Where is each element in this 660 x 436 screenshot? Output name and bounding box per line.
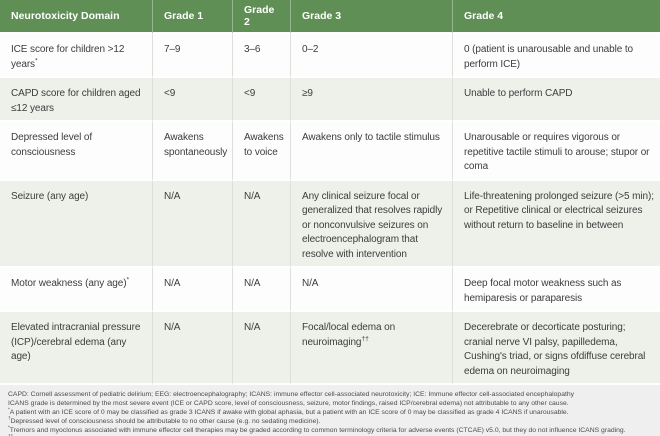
domain-cell: Seizure (any age) xyxy=(0,180,152,268)
column-header-grade-4: Grade 4 xyxy=(452,0,660,34)
footnote-line: *A patient with an ICE score of 0 may be… xyxy=(8,406,569,416)
table-row: CAPD score for children aged ≤12 years <9… xyxy=(0,78,660,122)
grade-3-cell: N/A xyxy=(290,268,452,312)
footnote-line: †Depressed level of consciousness should… xyxy=(8,415,321,425)
table-header-row: Neurotoxicity Domain Grade 1 Grade 2 Grade … xyxy=(0,0,660,34)
grade-1-cell: Awakens spontaneously xyxy=(152,122,232,181)
table-row: Seizure (any age) N/A N/A Any clinical seiz… xyxy=(0,180,660,268)
column-header-grade-1: Grade 1 xyxy=(152,0,232,34)
grade-4-cell: Unable to perform CAPD xyxy=(452,78,660,122)
grade-2-cell: N/A xyxy=(232,268,290,312)
footnote-line: ††Intracranial hemorrhage with or withou… xyxy=(8,434,652,436)
grade-4-cell: Deep focal motor weakness such as hemipa… xyxy=(452,268,660,312)
grade-3-cell: Any clinical seizure focal or generalize… xyxy=(290,180,452,268)
grade-1-cell: N/A xyxy=(152,268,232,312)
grade-2-cell: 3–6 xyxy=(232,34,290,78)
table-row: Elevated intracranial pressure (ICP)/cer… xyxy=(0,312,660,385)
column-header-grade-2: Grade 2 xyxy=(232,0,290,34)
domain-cell: Depressed level of consciousness xyxy=(0,122,152,181)
domain-cell: ICE score for children >12 years* xyxy=(0,34,152,78)
domain-cell: CAPD score for children aged ≤12 years xyxy=(0,78,152,122)
table-row: ICE score for children >12 years* 7–9 3–6 0… xyxy=(0,34,660,78)
table-header: Neurotoxicity Domain Grade 1 Grade 2 Grade … xyxy=(0,0,660,34)
grade-3-cell: 0–2 xyxy=(290,34,452,78)
footnote-line: ICANS grade is determined by the most se… xyxy=(8,400,569,407)
column-header-domain: Neurotoxicity Domain xyxy=(0,0,152,34)
grade-3-cell: Focal/local edema on neuroimaging†† xyxy=(290,312,452,385)
footnote-line: *Tremors and myoclonus associated with i… xyxy=(8,424,626,434)
table-row: Motor weakness (any age)* N/A N/A N/A Deep f… xyxy=(0,268,660,312)
grade-4-cell: Decerebrate or decorticate posturing; cr… xyxy=(452,312,660,385)
grade-2-cell: <9 xyxy=(232,78,290,122)
grade-1-cell: N/A xyxy=(152,312,232,385)
footnote-line: CAPD: Cornell assessment of pediatric de… xyxy=(8,391,575,398)
grade-1-cell: <9 xyxy=(152,78,232,122)
footnote-list: CAPD: Cornell assessment of pediatric de… xyxy=(8,390,652,436)
grade-2-cell: Awakens to voice xyxy=(232,122,290,181)
grade-4-cell: 0 (patient is unarousable and unable to … xyxy=(452,34,660,78)
grade-2-cell: N/A xyxy=(232,180,290,268)
grade-2-cell: N/A xyxy=(232,312,290,385)
grade-1-cell: N/A xyxy=(152,180,232,268)
domain-cell: Elevated intracranial pressure (ICP)/cer… xyxy=(0,312,152,385)
table-row: Depressed level of consciousness Awakens … xyxy=(0,122,660,181)
grade-4-cell: Unarousable or requires vigorous or repe… xyxy=(452,122,660,181)
grade-4-cell: Life-threatening prolonged seizure (>5 m… xyxy=(452,180,660,268)
neurotoxicity-grading-table: Neurotoxicity Domain Grade 1 Grade 2 Grade … xyxy=(0,0,660,385)
footnotes: CAPD: Cornell assessment of pediatric de… xyxy=(0,385,660,436)
grade-3-cell: Awakens only to tactile stimulus xyxy=(290,122,452,181)
table-body: ICE score for children >12 years* 7–9 3–6 0… xyxy=(0,34,660,385)
grade-3-cell: ≥9 xyxy=(290,78,452,122)
grade-1-cell: 7–9 xyxy=(152,34,232,78)
column-header-grade-3: Grade 3 xyxy=(290,0,452,34)
domain-cell: Motor weakness (any age)* xyxy=(0,268,152,312)
